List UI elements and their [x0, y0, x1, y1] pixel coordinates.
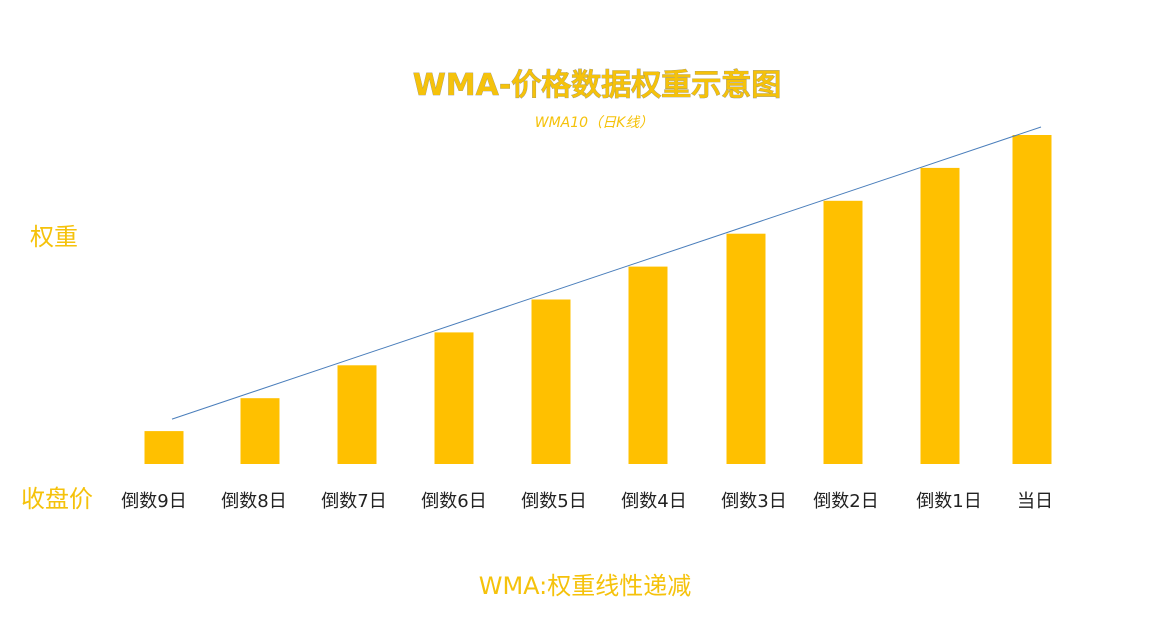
x-tick-label-7: 倒数3日 — [721, 491, 786, 512]
bar-1 — [144, 431, 184, 464]
x-tick-label-9: 倒数1日 — [916, 491, 981, 512]
bar-2 — [240, 398, 280, 464]
trend-line-group — [171, 126, 1042, 420]
bar-9 — [920, 167, 960, 464]
trend-line — [171, 126, 1042, 420]
x-tick-labels: 倒数9日 倒数8日 倒数7日 倒数6日 倒数5日 倒数4日 倒数3日 倒数2日 倒数1日 当日 — [121, 491, 1053, 512]
chart-footer-note: WMA:权重线性递减 — [479, 572, 692, 600]
x-tick-label-2: 倒数8日 — [221, 491, 286, 512]
bar-6 — [628, 266, 668, 464]
x-tick-label-5: 倒数5日 — [521, 491, 586, 512]
bar-4 — [434, 332, 474, 464]
x-tick-label-10: 当日 — [1017, 491, 1053, 512]
x-axis-label: 收盘价 — [21, 485, 93, 513]
chart-subtitle: WMA10（日K线） — [535, 115, 654, 131]
x-tick-label-3: 倒数7日 — [321, 491, 386, 512]
bar-10 — [1012, 135, 1052, 464]
y-axis-label: 权重 — [30, 223, 78, 251]
bar-3 — [337, 365, 377, 464]
x-tick-label-6: 倒数4日 — [621, 491, 686, 512]
chart-title: WMA-价格数据权重示意图 — [413, 68, 782, 103]
bar-series — [144, 135, 1052, 465]
bar-7 — [726, 233, 766, 464]
bar-5 — [531, 299, 571, 464]
x-tick-label-1: 倒数9日 — [121, 491, 186, 512]
bar-8 — [823, 200, 863, 465]
x-tick-label-8: 倒数2日 — [813, 491, 878, 512]
x-tick-label-4: 倒数6日 — [421, 491, 486, 512]
